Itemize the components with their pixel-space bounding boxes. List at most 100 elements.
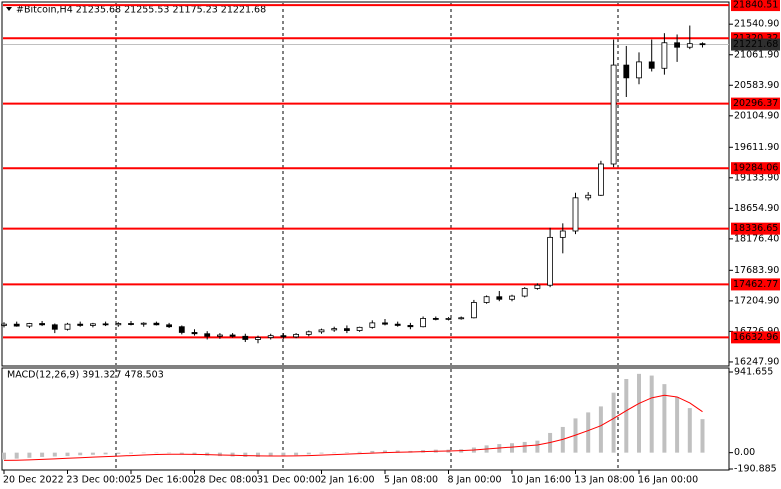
- level-label: 19284.06: [733, 163, 778, 174]
- macd-bar: [306, 452, 311, 455]
- macd-bar: [78, 452, 83, 456]
- macd-bar: [357, 451, 362, 453]
- macd-bar: [332, 452, 337, 454]
- candle-body: [623, 64, 630, 79]
- macd-bar: [344, 452, 349, 453]
- candle-body: [216, 334, 223, 337]
- level-label: 17462.77: [733, 279, 778, 290]
- x-tick-label: 5 Jan 08:00: [384, 475, 438, 486]
- macd-bar: [370, 450, 375, 453]
- candle-body: [242, 335, 249, 340]
- candle-body: [445, 318, 452, 320]
- current-price-label: 21221.68: [733, 39, 778, 50]
- macd-bar: [294, 452, 299, 456]
- macd-bar: [687, 408, 692, 453]
- candle-body: [13, 323, 20, 327]
- y-tick-label: 21540.90: [734, 19, 779, 30]
- y-tick-label: 21061.90: [734, 49, 779, 60]
- candle-body: [394, 323, 401, 326]
- candle-body: [128, 323, 134, 325]
- candle-body: [420, 318, 427, 328]
- candle-body: [64, 323, 71, 330]
- candle-body: [102, 323, 109, 326]
- level-label: 18336.65: [733, 223, 778, 234]
- candle-body: [153, 322, 160, 326]
- macd-bar: [230, 452, 235, 457]
- candle-body: [699, 43, 706, 46]
- candle-body: [191, 332, 198, 335]
- y-tick-label: 19133.90: [734, 172, 779, 183]
- candle-body: [178, 326, 185, 333]
- y-tick-label: 19611.90: [734, 142, 779, 153]
- candle-body: [458, 317, 465, 320]
- x-tick-label: 31 Dec 00:00: [257, 475, 321, 486]
- macd-bar: [395, 450, 400, 453]
- candle-body: [585, 194, 592, 199]
- candle-body: [483, 296, 490, 303]
- y-tick-label: 16247.90: [734, 356, 779, 367]
- macd-bar: [624, 378, 629, 453]
- macd-bar: [14, 452, 19, 459]
- signal-line: [3, 394, 703, 461]
- macd-bar: [2, 452, 6, 460]
- y-tick-label: -190.885: [734, 464, 777, 475]
- macd-bar: [535, 440, 540, 453]
- menu-arrow: [6, 7, 12, 11]
- macd-bar: [40, 452, 45, 457]
- candle-body: [534, 284, 541, 289]
- x-tick-label: 23 Dec 00:00: [67, 475, 131, 486]
- candle-body: [305, 331, 312, 335]
- level-label: 21320.32: [733, 33, 778, 44]
- y-tick-label: 18176.40: [734, 233, 779, 244]
- x-tick-label: 10 Jan 16:00: [511, 475, 571, 486]
- candle-body: [559, 230, 566, 238]
- candle-body: [229, 334, 236, 337]
- macd-bar: [179, 452, 184, 454]
- candle-body: [204, 333, 211, 337]
- level-label-bg: [731, 162, 780, 175]
- candle-body: [77, 323, 84, 326]
- macd-bar: [649, 375, 654, 453]
- level-label: 16632.96: [733, 332, 778, 343]
- macd-bar: [675, 396, 680, 453]
- chart-title: #Bitcoin,H4 21235.68 21255.53 21175.23 2…: [16, 5, 266, 16]
- macd-bar: [141, 452, 146, 454]
- level-label: 21840.51: [733, 0, 778, 11]
- candle-body: [343, 328, 350, 331]
- candle-body: [610, 64, 617, 165]
- candle-body: [470, 302, 477, 319]
- candle-body: [166, 324, 173, 328]
- x-tick-label: 28 Dec 08:00: [194, 475, 258, 486]
- y-tick-label: 20104.90: [734, 110, 779, 121]
- y-tick-label: 0.00: [734, 447, 755, 458]
- current-price-bg: [731, 38, 780, 51]
- macd-bar: [586, 412, 591, 453]
- main-pane: [1, 1, 730, 367]
- y-tick-label: 941.655: [734, 367, 773, 378]
- candle-body: [661, 42, 668, 69]
- candle-body: [280, 335, 287, 338]
- macd-bar: [90, 452, 95, 455]
- macd-bar: [154, 452, 159, 454]
- macd-bar: [27, 452, 32, 458]
- candle-body: [674, 42, 680, 48]
- y-tick-label: 18654.90: [734, 203, 779, 214]
- macd-bar: [217, 452, 222, 457]
- candle-body: [356, 326, 363, 331]
- macd-bar: [268, 452, 273, 457]
- y-tick-label: 17683.90: [734, 265, 779, 276]
- macd-bar: [65, 452, 70, 457]
- x-tick-label: 16 Jan 00:00: [638, 475, 698, 486]
- candle-body: [432, 318, 439, 320]
- candle-body: [90, 323, 96, 326]
- candle-body: [293, 333, 300, 338]
- candle-body: [572, 197, 579, 232]
- candle-body: [331, 328, 338, 331]
- macd-bar: [319, 452, 324, 454]
- macd-bar: [611, 392, 616, 453]
- candle-body: [255, 337, 261, 340]
- macd-bar: [116, 452, 121, 454]
- macd-bar: [383, 450, 387, 453]
- y-tick-label: 20583.90: [734, 80, 779, 91]
